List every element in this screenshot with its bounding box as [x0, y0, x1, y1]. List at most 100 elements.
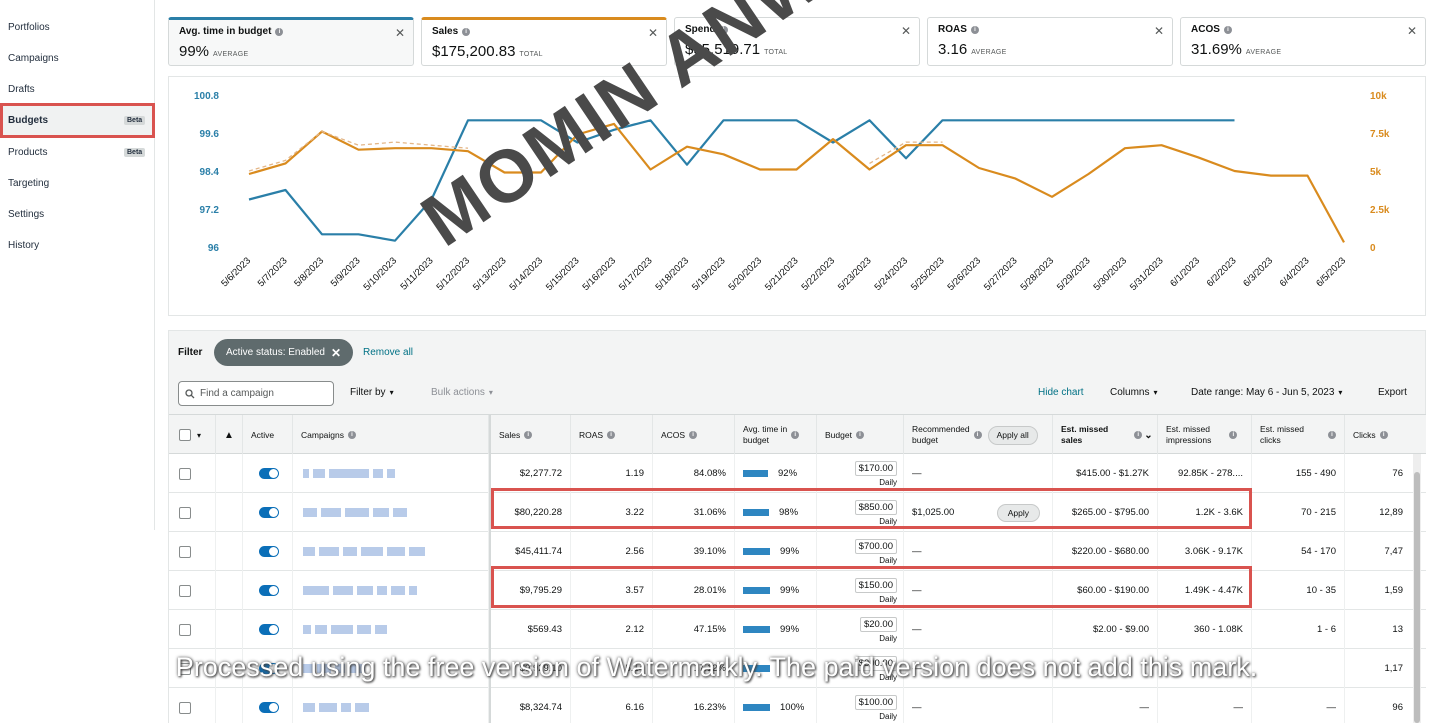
budget-input[interactable]: $850.00 — [854, 499, 897, 515]
active-toggle[interactable] — [259, 507, 279, 518]
budget-input[interactable]: $20.00 — [859, 616, 897, 632]
col-avg-time-in-budget[interactable]: Avg. time in budget i — [735, 415, 817, 455]
close-icon[interactable]: ✕ — [1153, 24, 1164, 38]
vertical-scrollbar[interactable] — [1413, 454, 1421, 723]
search-box[interactable] — [178, 381, 334, 406]
budget-cell[interactable]: $150.00 Daily — [817, 571, 904, 610]
info-icon[interactable]: i — [607, 431, 616, 439]
info-icon[interactable]: i — [855, 431, 864, 439]
info-icon[interactable]: i — [275, 27, 284, 36]
sidebar-item-settings[interactable]: Settings — [0, 199, 155, 229]
campaign-name-redacted[interactable] — [303, 664, 365, 673]
active-toggle[interactable] — [259, 624, 279, 635]
table-row[interactable]: $569.43 2.12 47.15% 99% $20.00 Daily — $2… — [169, 610, 1426, 649]
active-toggle[interactable] — [259, 585, 279, 596]
sidebar-item-drafts[interactable]: Drafts — [0, 74, 155, 104]
budget-input[interactable]: $150.00 — [854, 577, 897, 593]
col-acos[interactable]: ACOS i — [653, 415, 735, 455]
campaign-name-redacted[interactable] — [303, 508, 407, 517]
apply-all-button[interactable]: Apply all — [987, 425, 1038, 445]
info-icon[interactable]: i — [970, 25, 979, 34]
col-clicks[interactable]: Clicks i — [1345, 415, 1426, 455]
row-checkbox[interactable] — [179, 584, 191, 597]
apply-button[interactable]: Apply — [996, 503, 1040, 522]
info-icon[interactable]: i — [1134, 431, 1143, 439]
info-icon[interactable]: i — [462, 27, 471, 36]
kpi-card-avg-time[interactable]: Avg. time in budget i 99% AVERAGE ✕ — [168, 17, 414, 66]
info-icon[interactable]: i — [524, 431, 533, 439]
sidebar-item-portfolios[interactable]: Portfolios — [0, 12, 155, 42]
bulk-actions-dropdown[interactable]: Bulk actions ▾ — [431, 387, 493, 398]
filter-by-dropdown[interactable]: Filter by ▾ — [350, 387, 394, 398]
kpi-card-roas[interactable]: ROAS i 3.16 AVERAGE ✕ — [927, 17, 1173, 66]
hide-chart-button[interactable]: Hide chart — [1038, 387, 1084, 398]
active-toggle[interactable] — [259, 702, 279, 713]
remove-all-link[interactable]: Remove all — [363, 347, 414, 358]
col-est-missed-clicks[interactable]: Est. missed clicks i — [1252, 415, 1345, 455]
table-row[interactable]: $80,220.28 3.22 31.06% 98% $850.00 Daily … — [169, 493, 1426, 532]
select-all-checkbox[interactable] — [179, 429, 191, 441]
close-icon[interactable]: ✕ — [394, 26, 405, 40]
campaign-name-redacted[interactable] — [303, 625, 387, 634]
row-checkbox[interactable] — [179, 506, 191, 519]
export-button[interactable]: Export — [1378, 387, 1407, 398]
col-active[interactable]: Active — [243, 415, 293, 455]
close-icon[interactable]: ✕ — [900, 24, 911, 38]
campaign-name-cell[interactable] — [293, 610, 489, 649]
active-status-filter-chip[interactable]: Active status: Enabled ✕ — [214, 339, 354, 366]
col-est-missed-sales[interactable]: Est. missed sales i ⌄ — [1053, 415, 1158, 455]
info-icon[interactable]: i — [348, 431, 356, 439]
sidebar-item-targeting[interactable]: Targeting — [0, 168, 155, 198]
kpi-card-spend[interactable]: Spend i $55,519.71 TOTAL ✕ — [674, 17, 920, 66]
chevron-down-icon[interactable]: ▾ — [197, 430, 202, 440]
info-icon[interactable]: i — [1379, 431, 1388, 439]
budget-cell[interactable]: $100.00 Daily — [817, 688, 904, 723]
info-icon[interactable]: i — [1229, 431, 1238, 439]
row-checkbox[interactable] — [179, 662, 191, 675]
col-budget[interactable]: Budget i — [817, 415, 904, 455]
sidebar-item-history[interactable]: History — [0, 230, 155, 260]
info-icon[interactable]: i — [719, 25, 728, 34]
info-icon[interactable]: i — [1327, 431, 1336, 439]
sidebar-item-budgets[interactable]: Budgets Beta — [0, 103, 155, 138]
col-recommended-budget[interactable]: Recommended budget i Apply all — [904, 415, 1053, 455]
campaign-name-redacted[interactable] — [303, 547, 425, 556]
columns-dropdown[interactable]: Columns ▾ — [1110, 387, 1157, 398]
col-est-missed-impressions[interactable]: Est. missed impressions i — [1158, 415, 1252, 455]
info-icon[interactable]: i — [791, 431, 800, 439]
table-row[interactable]: $8,324.74 6.16 16.23% 100% $100.00 Daily … — [169, 688, 1426, 723]
table-row[interactable]: $2,277.72 1.19 84.08% 92% $170.00 Daily —… — [169, 454, 1426, 493]
select-all-header[interactable]: ▾ — [169, 415, 216, 455]
campaign-name-redacted[interactable] — [303, 586, 417, 595]
budget-input[interactable]: $100.00 — [854, 694, 897, 710]
campaign-name-redacted[interactable] — [303, 703, 369, 712]
table-row[interactable]: $9,929.10 5.14 17.12% $300.00 Daily — 1,1… — [169, 649, 1426, 688]
close-icon[interactable]: ✕ — [1406, 24, 1417, 38]
campaign-name-cell[interactable] — [293, 649, 489, 688]
budget-input[interactable]: $700.00 — [854, 538, 897, 554]
info-icon[interactable]: i — [1223, 25, 1232, 34]
sidebar-item-campaigns[interactable]: Campaigns — [0, 43, 155, 73]
row-checkbox[interactable] — [179, 467, 191, 480]
col-roas[interactable]: ROAS i — [571, 415, 653, 455]
budget-input[interactable]: $170.00 — [854, 460, 897, 476]
active-toggle[interactable] — [259, 546, 279, 557]
col-sales[interactable]: Sales i — [489, 415, 571, 455]
budget-cell[interactable]: $20.00 Daily — [817, 610, 904, 649]
campaign-name-redacted[interactable] — [303, 469, 395, 478]
info-icon[interactable]: i — [689, 431, 698, 439]
close-icon[interactable]: ✕ — [647, 26, 658, 40]
row-checkbox[interactable] — [179, 623, 191, 636]
date-range-dropdown[interactable]: Date range: May 6 - Jun 5, 2023 ▾ — [1191, 387, 1342, 398]
campaign-name-cell[interactable] — [293, 571, 489, 610]
kpi-card-sales[interactable]: Sales i $175,200.83 TOTAL ✕ — [421, 17, 667, 66]
budget-input[interactable]: $300.00 — [854, 655, 897, 671]
budget-cell[interactable]: $170.00 Daily — [817, 454, 904, 493]
scrollbar-thumb[interactable] — [1414, 472, 1420, 723]
table-row[interactable]: $9,795.29 3.57 28.01% 99% $150.00 Daily —… — [169, 571, 1426, 610]
search-input[interactable] — [200, 388, 320, 399]
budget-cell[interactable]: $700.00 Daily — [817, 532, 904, 571]
sort-desc-icon[interactable]: ⌄ — [1144, 429, 1153, 441]
budget-cell[interactable]: $300.00 Daily — [817, 649, 904, 688]
info-icon[interactable]: i — [973, 431, 982, 439]
